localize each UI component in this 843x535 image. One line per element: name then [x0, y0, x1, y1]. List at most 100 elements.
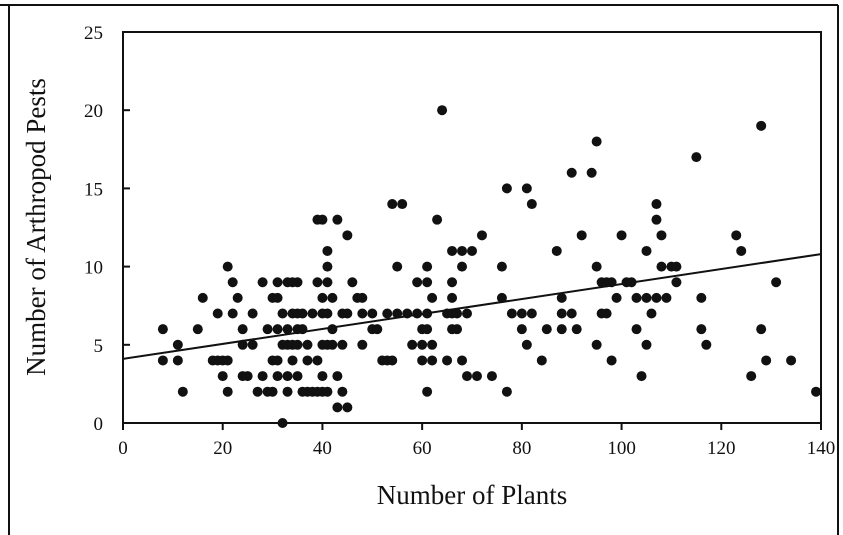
data-point	[327, 339, 338, 350]
data-point	[357, 339, 368, 350]
data-point	[646, 308, 657, 319]
data-point	[292, 277, 303, 288]
x-tick-label: 120	[707, 438, 736, 459]
data-point	[656, 261, 667, 272]
data-point	[282, 371, 293, 382]
data-point	[157, 355, 168, 366]
data-point	[601, 308, 612, 319]
data-point	[317, 214, 328, 225]
data-point	[611, 292, 622, 303]
data-point	[576, 230, 587, 241]
data-point	[252, 386, 263, 397]
x-tick-label: 60	[413, 438, 432, 459]
data-point	[462, 371, 473, 382]
data-point	[222, 386, 233, 397]
data-point	[447, 245, 458, 256]
x-tick-label: 20	[213, 438, 232, 459]
data-point	[651, 214, 662, 225]
data-point	[641, 339, 652, 350]
data-point	[302, 339, 313, 350]
data-point	[417, 339, 428, 350]
data-point	[317, 292, 328, 303]
data-point	[591, 339, 602, 350]
data-point	[262, 324, 273, 335]
data-point	[272, 371, 283, 382]
data-point	[551, 245, 562, 256]
data-point	[427, 339, 438, 350]
data-point	[771, 277, 782, 288]
data-point	[656, 230, 667, 241]
data-point	[536, 355, 547, 366]
data-point	[437, 105, 448, 116]
x-tick-label: 100	[607, 438, 636, 459]
data-point	[327, 292, 338, 303]
data-point	[476, 230, 487, 241]
data-point	[257, 277, 268, 288]
x-axis-title: Number of Plants	[377, 480, 567, 510]
data-point	[516, 308, 527, 319]
data-point	[606, 355, 617, 366]
data-point	[337, 386, 348, 397]
data-point	[157, 324, 168, 335]
data-point	[387, 199, 398, 210]
data-point	[332, 371, 343, 382]
data-point	[282, 324, 293, 335]
data-point	[651, 292, 662, 303]
x-tick-label: 80	[512, 438, 531, 459]
data-point	[197, 292, 208, 303]
data-point	[457, 261, 468, 272]
data-point	[506, 308, 517, 319]
y-tick-label: 15	[84, 179, 103, 200]
data-point	[556, 292, 567, 303]
data-point	[462, 308, 473, 319]
data-point	[422, 261, 433, 272]
data-point	[457, 355, 468, 366]
data-point	[407, 339, 418, 350]
data-point	[496, 261, 507, 272]
data-point	[237, 324, 248, 335]
data-point	[641, 292, 652, 303]
data-point	[756, 324, 767, 335]
y-axis-title: Number of Arthropod Pests	[21, 78, 51, 376]
data-point	[227, 277, 238, 288]
plot-area	[122, 31, 822, 424]
data-point	[317, 371, 328, 382]
data-point	[397, 199, 408, 210]
data-point	[736, 245, 747, 256]
data-point	[746, 371, 757, 382]
x-axis: 0 20 40 60 80 100 120 140	[118, 423, 835, 459]
data-point	[486, 371, 497, 382]
data-point	[247, 308, 258, 319]
data-point	[227, 308, 238, 319]
data-points	[157, 105, 822, 428]
data-point	[342, 230, 353, 241]
data-point	[272, 292, 283, 303]
x-tick-label: 140	[807, 438, 836, 459]
y-tick-label: 10	[84, 258, 103, 279]
y-tick-label: 25	[84, 23, 103, 44]
data-point	[322, 245, 333, 256]
data-point	[212, 308, 223, 319]
data-point	[591, 261, 602, 272]
data-point	[357, 308, 368, 319]
data-point	[382, 308, 393, 319]
data-point	[651, 199, 662, 210]
data-point	[556, 324, 567, 335]
data-point	[526, 199, 537, 210]
data-point	[731, 230, 742, 241]
data-point	[631, 324, 642, 335]
data-point	[172, 339, 183, 350]
data-point	[342, 308, 353, 319]
data-point	[272, 355, 283, 366]
data-point	[312, 277, 323, 288]
data-point	[342, 402, 353, 413]
data-point	[387, 355, 398, 366]
data-point	[422, 386, 433, 397]
data-point	[372, 324, 383, 335]
data-point	[297, 308, 308, 319]
data-point	[307, 308, 318, 319]
data-point	[786, 355, 797, 366]
data-point	[237, 339, 248, 350]
data-point	[247, 339, 258, 350]
